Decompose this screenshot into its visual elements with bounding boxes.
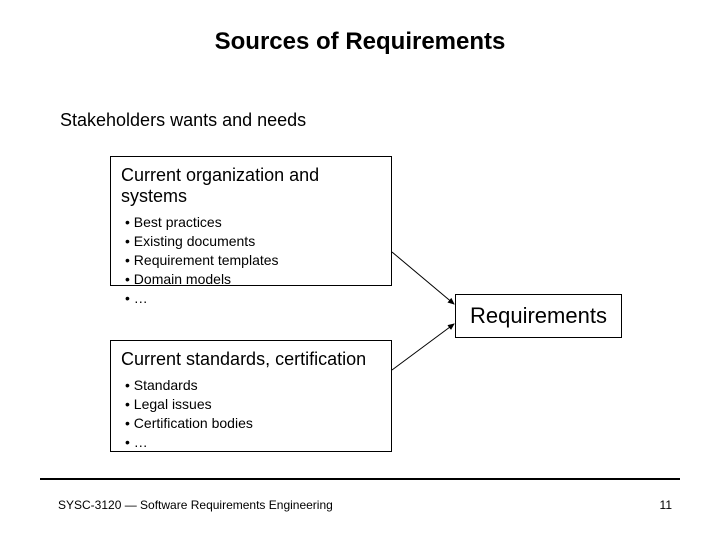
page-number: 11 xyxy=(660,498,672,512)
list-item: Requirement templates xyxy=(125,251,381,270)
requirements-box: Requirements xyxy=(455,294,622,338)
footer-rule xyxy=(40,478,680,480)
list-item: Legal issues xyxy=(125,395,381,414)
box1-list: Best practices Existing documents Requir… xyxy=(121,213,381,307)
list-item: Existing documents xyxy=(125,232,381,251)
box-current-standards: Current standards, certification Standar… xyxy=(110,340,392,452)
footer-course: SYSC-3120 — Software Requirements Engine… xyxy=(58,498,333,512)
box2-list: Standards Legal issues Certification bod… xyxy=(121,376,381,452)
list-item: Best practices xyxy=(125,213,381,232)
arrow-box1-to-requirements xyxy=(392,252,454,304)
stakeholders-subtitle: Stakeholders wants and needs xyxy=(60,110,306,131)
list-item: Domain models xyxy=(125,270,381,289)
slide-title: Sources of Requirements xyxy=(0,28,720,56)
list-item: Standards xyxy=(125,376,381,395)
list-item: … xyxy=(125,433,381,452)
list-item: Certification bodies xyxy=(125,414,381,433)
box1-title: Current organization and systems xyxy=(121,165,381,207)
arrow-box2-to-requirements xyxy=(392,324,454,370)
list-item: … xyxy=(125,289,381,308)
box-current-organization: Current organization and systems Best pr… xyxy=(110,156,392,286)
requirements-label: Requirements xyxy=(470,303,607,328)
box2-title: Current standards, certification xyxy=(121,349,381,370)
